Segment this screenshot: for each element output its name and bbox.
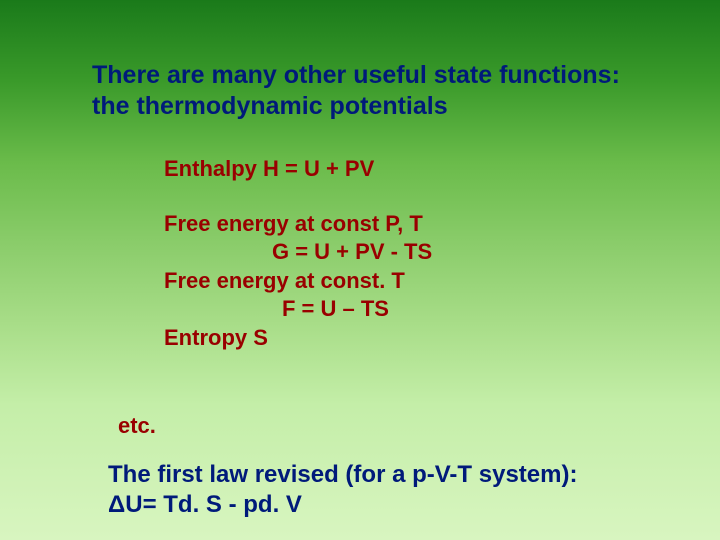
body-block: Enthalpy H = U + PV Free energy at const… [164, 155, 634, 353]
slide: There are many other useful state functi… [0, 0, 720, 540]
enthalpy-line: Enthalpy H = U + PV [164, 155, 634, 184]
entropy-line: Entropy S [164, 324, 634, 353]
spacer [164, 184, 634, 210]
free-energy-t-label: Free energy at const. T [164, 267, 634, 296]
footer-block: The first law revised (for a p-V-T syste… [108, 460, 668, 520]
free-energy-pt-eq: G = U + PV - TS [164, 238, 634, 267]
footer-line1: The first law revised (for a p-V-T syste… [108, 460, 668, 490]
heading-line2: the thermodynamic potentials [92, 91, 652, 122]
free-energy-t-eq: F = U – TS [164, 295, 634, 324]
etc-line: etc. [118, 413, 156, 439]
heading-line1: There are many other useful state functi… [92, 60, 652, 91]
free-energy-pt-label: Free energy at const P, T [164, 210, 634, 239]
heading-block: There are many other useful state functi… [92, 60, 652, 123]
footer-line2: ΔU= Td. S - pd. V [108, 490, 668, 520]
